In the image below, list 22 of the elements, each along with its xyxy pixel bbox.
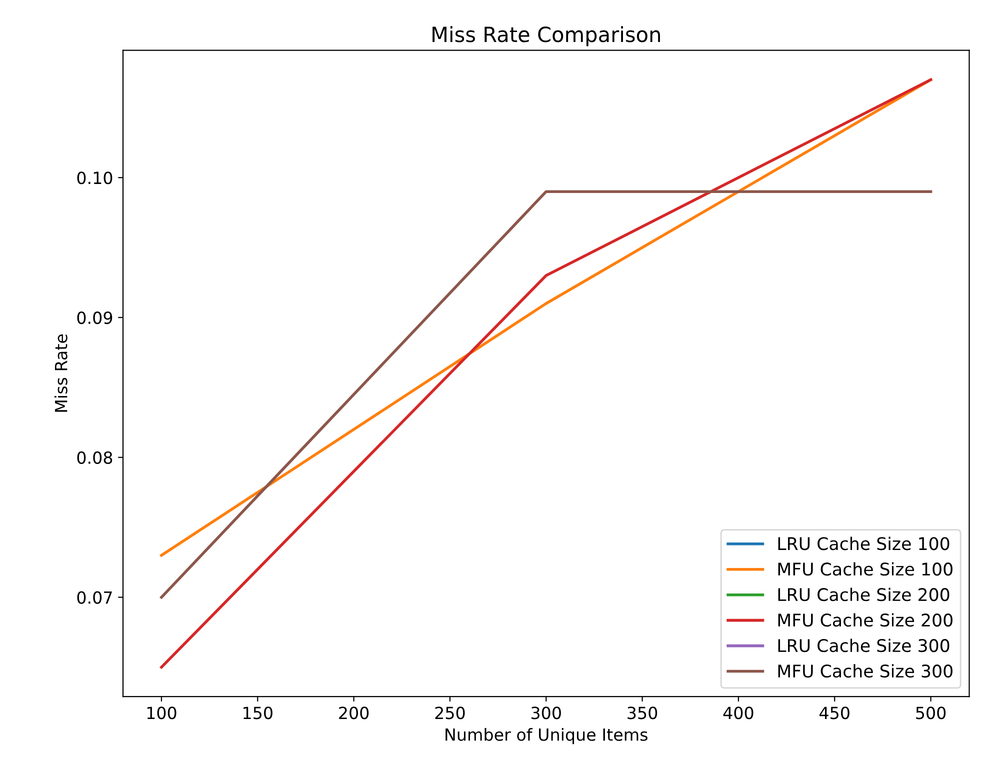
legend-label: MFU Cache Size 100 bbox=[778, 562, 952, 576]
y-tick-label: 0.10 bbox=[77, 172, 112, 184]
y-tick-label: 0.09 bbox=[77, 311, 112, 324]
y-tick-label: 0.08 bbox=[77, 451, 112, 464]
x-tick-label: 400 bbox=[723, 706, 754, 720]
x-axis-title: Number of Unique Items bbox=[446, 728, 648, 744]
x-tick-label: 200 bbox=[339, 706, 369, 720]
x-tick-label: 500 bbox=[916, 706, 946, 720]
legend-label: LRU Cache Size 200 bbox=[778, 588, 950, 602]
y-axis-title: Miss Rate bbox=[54, 334, 68, 412]
x-tick-label: 250 bbox=[435, 706, 465, 720]
x-tick-label: 100 bbox=[147, 706, 176, 720]
x-tick-label: 450 bbox=[820, 706, 850, 720]
legend-label: MFU Cache Size 200 bbox=[778, 613, 952, 627]
y-tick-label: 0.07 bbox=[77, 591, 112, 604]
x-tick-label: 350 bbox=[628, 706, 658, 720]
x-tick-label: 300 bbox=[531, 706, 561, 720]
x-tick-label: 150 bbox=[244, 706, 272, 720]
chart-title: Miss Rate Comparison bbox=[432, 26, 660, 46]
legend-label: LRU Cache Size 300 bbox=[778, 638, 950, 652]
legend-label: LRU Cache Size 100 bbox=[778, 536, 950, 550]
legend-label: MFU Cache Size 300 bbox=[778, 664, 952, 678]
